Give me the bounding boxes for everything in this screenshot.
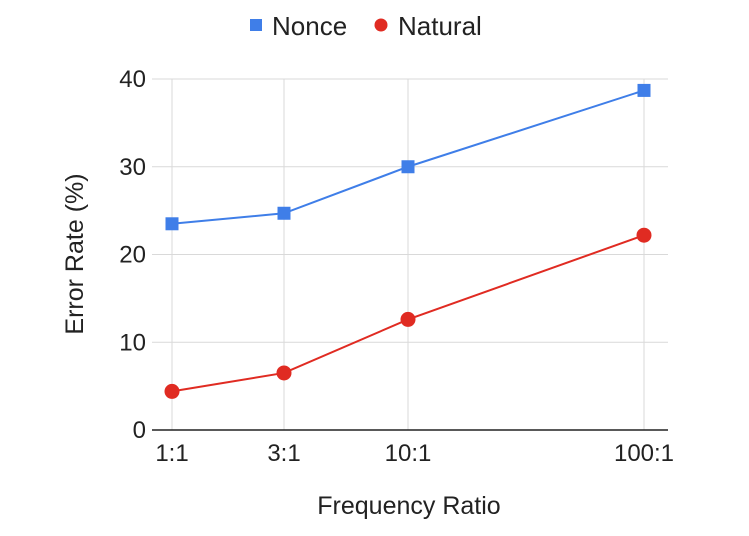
x-tick-label: 1:1 — [155, 440, 188, 467]
legend-marker-nonce — [250, 19, 262, 31]
x-tick-label: 10:1 — [385, 440, 432, 467]
y-tick-label: 20 — [119, 242, 146, 269]
legend-label-nonce: Nonce — [272, 11, 347, 41]
plot-series — [164, 83, 652, 399]
y-axis-title: Error Rate (%) — [61, 173, 89, 334]
tick-labels: 0 10 20 30 40 1:1 3:1 10:1 100:1 — [119, 66, 674, 467]
x-tick-label: 100:1 — [614, 440, 674, 467]
legend-label-natural: Natural — [398, 11, 482, 41]
data-point-nonce — [277, 206, 291, 220]
data-point-nonce — [401, 160, 415, 174]
data-point-nonce — [165, 217, 179, 231]
data-point-natural — [400, 311, 416, 327]
data-point-natural — [164, 383, 180, 399]
y-tick-label: 40 — [119, 66, 146, 93]
x-tick-label: 3:1 — [267, 440, 300, 467]
y-tick-label: 0 — [133, 417, 146, 444]
legend: Nonce Natural — [250, 11, 482, 41]
legend-marker-natural — [374, 18, 388, 32]
y-tick-label: 10 — [119, 329, 146, 356]
series-line-natural — [171, 234, 645, 393]
data-point-natural — [276, 365, 292, 381]
data-point-nonce — [637, 83, 651, 97]
y-tick-label: 30 — [119, 154, 146, 181]
data-point-natural — [636, 227, 652, 243]
series-line-nonce — [171, 89, 645, 225]
x-axis-title: Frequency Ratio — [317, 492, 500, 520]
